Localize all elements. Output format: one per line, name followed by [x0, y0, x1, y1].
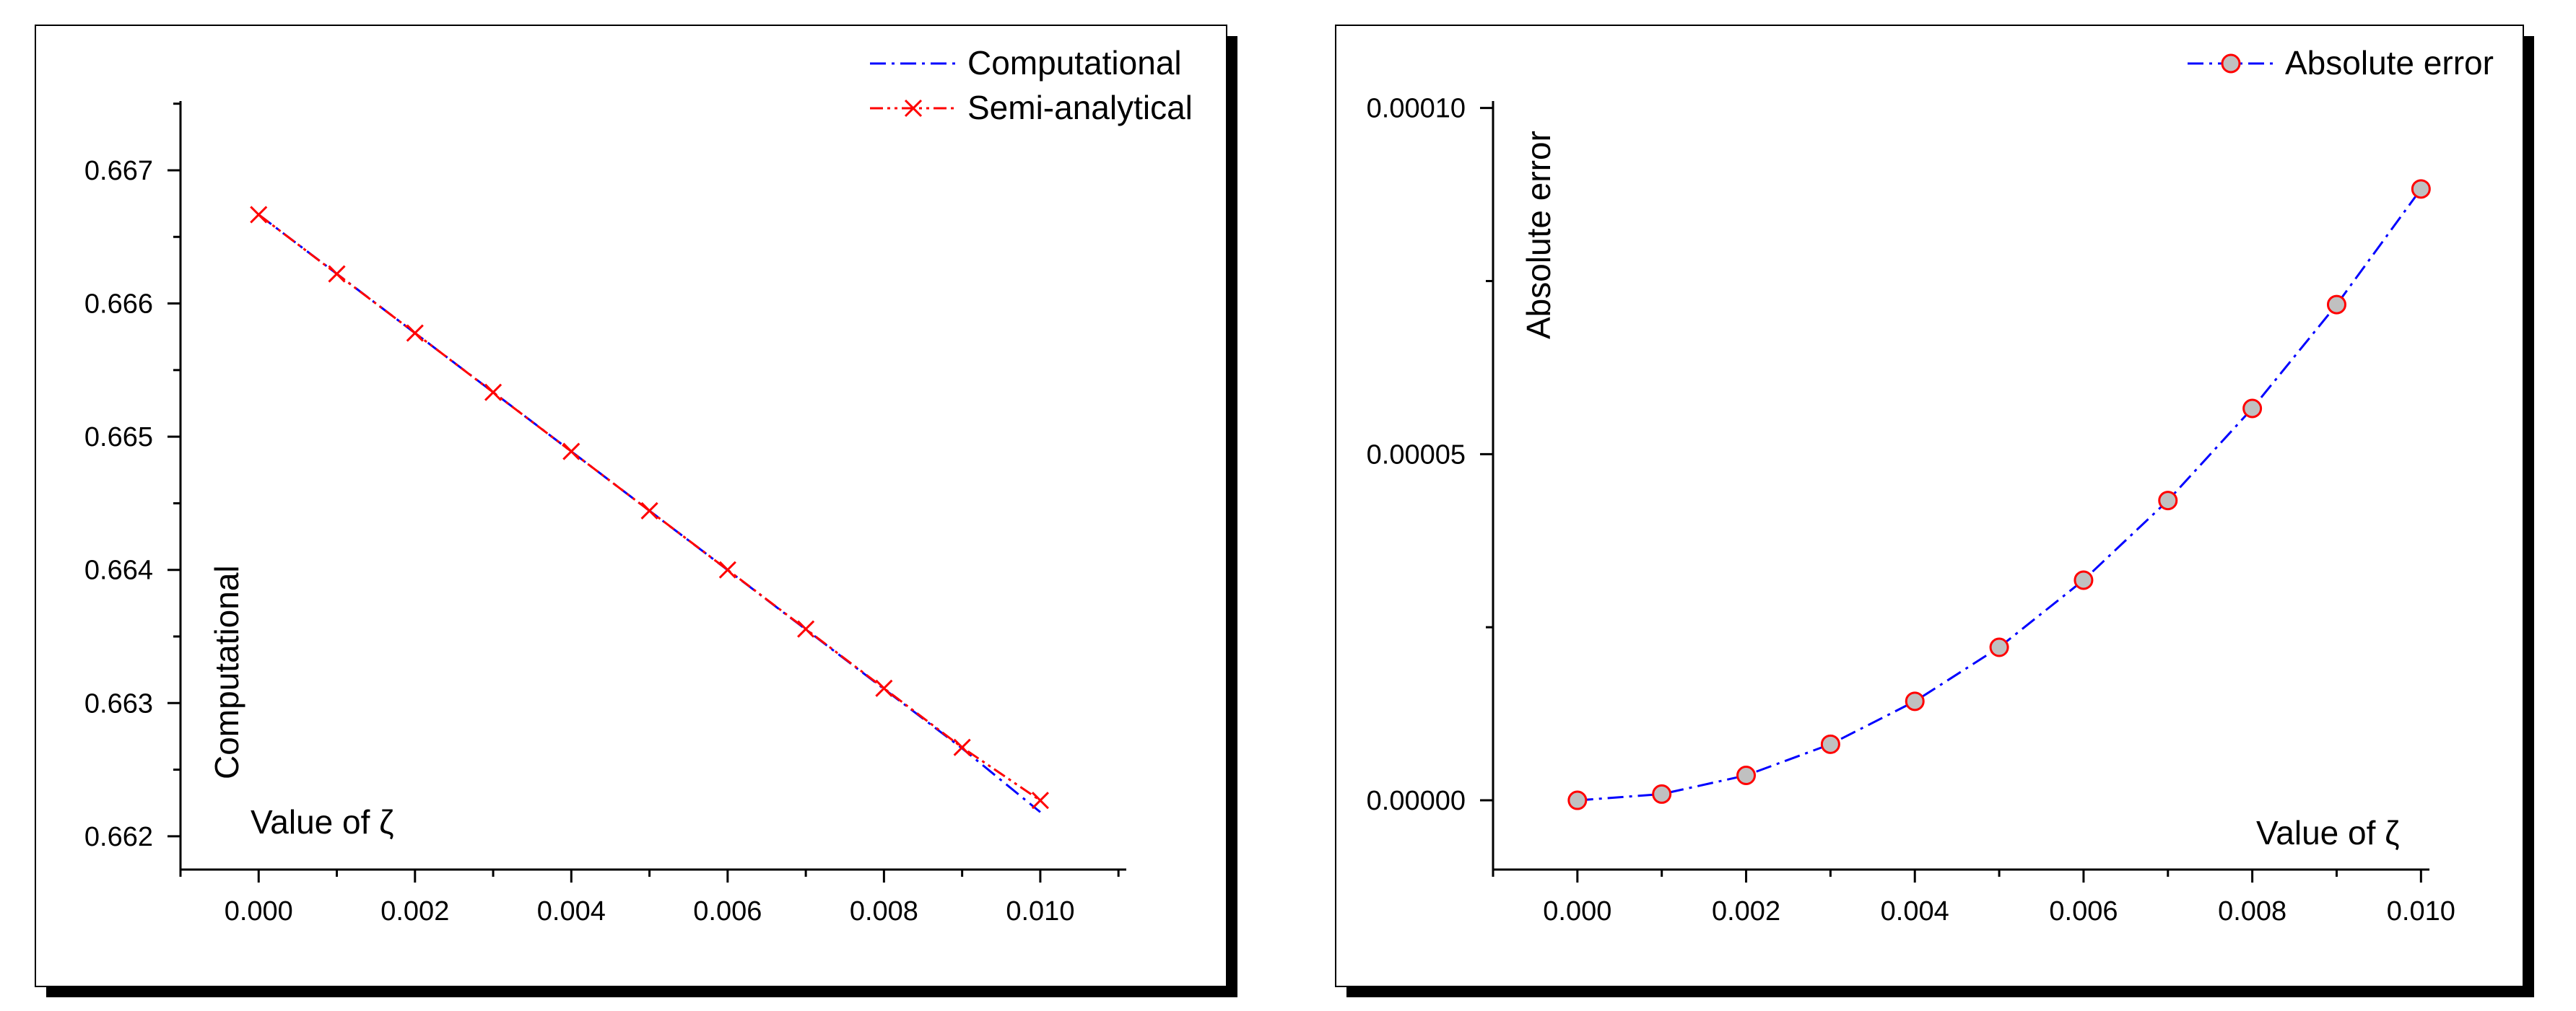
left-y-tick-label: 0.664 — [84, 556, 153, 586]
left-y-tick-label: 0.663 — [84, 688, 153, 719]
legend-item-semi-analytical: Semi-analytical — [870, 89, 1193, 126]
right-series — [1567, 179, 2431, 810]
right-y-tick-label: 0.00000 — [1367, 786, 1466, 816]
right-axis-ticks: 0.000 0.002 0.004 0.006 0.008 0.010 0.00000 0.0… — [1367, 94, 2455, 927]
left-y-tick-label: 0.666 — [84, 289, 153, 320]
data-point-semi-analytical — [484, 383, 502, 401]
data-point-absolute-error — [1736, 766, 1757, 786]
legend-label-semi-analytical: Semi-analytical — [967, 89, 1193, 126]
legend-label-computational: Computational — [967, 44, 1182, 82]
legend-x-mark-stroke-b — [904, 99, 923, 118]
right-panel-frame — [1335, 25, 2524, 987]
data-point-absolute-error — [2242, 398, 2263, 419]
right-y-tick-label: 0.00005 — [1367, 439, 1466, 470]
legend-item-computational: Computational — [870, 44, 1182, 82]
left-x-tick-label: 0.000 — [225, 896, 293, 927]
data-point-semi-analytical — [875, 679, 893, 697]
data-point-semi-analytical-stroke-b — [640, 502, 658, 520]
data-point-semi-analytical — [328, 265, 346, 283]
right-panel: 0.000 0.002 0.004 0.006 0.008 0.010 0.00000 0.0… — [1335, 25, 2534, 997]
left-y-tick-label: 0.665 — [84, 422, 153, 452]
legend-label-absolute-error: Absolute error — [2285, 44, 2494, 82]
data-point-semi-analytical-stroke-b — [328, 265, 346, 283]
right-y-tick-label: 0.00010 — [1367, 94, 1466, 124]
data-point-absolute-error — [1652, 784, 1672, 804]
left-plot-area: 0.000 0.002 0.004 0.006 0.008 0.010 0.662 0.663… — [84, 101, 1126, 927]
data-point-absolute-error — [1905, 691, 1925, 712]
right-plot-area: 0.000 0.002 0.004 0.006 0.008 0.010 0.00000 0.0… — [1367, 94, 2455, 927]
right-y-axis-title: Absolute error — [1520, 131, 1557, 339]
data-point-semi-analytical — [797, 620, 815, 638]
legend-x-mark — [904, 99, 923, 118]
left-axis-ticks: 0.000 0.002 0.004 0.006 0.008 0.010 0.662 0.663… — [84, 102, 1120, 927]
data-point-absolute-error — [2074, 570, 2094, 590]
data-point-semi-analytical-stroke-b — [797, 620, 815, 638]
right-x-axis-title: Value of ζ — [2256, 814, 2399, 852]
data-point-semi-analytical-stroke-b — [406, 324, 424, 342]
left-panel: 0.000 0.002 0.004 0.006 0.008 0.010 0.662 0.663… — [35, 25, 1237, 997]
data-point-semi-analytical — [250, 206, 268, 224]
data-point-absolute-error — [2411, 179, 2431, 199]
data-point-semi-analytical-stroke-b — [875, 679, 893, 697]
data-point-absolute-error — [2326, 294, 2346, 315]
left-x-tick-label: 0.004 — [537, 896, 606, 927]
data-point-semi-analytical — [953, 738, 971, 756]
left-series — [250, 206, 1049, 813]
left-y-tick-label: 0.662 — [84, 822, 153, 852]
data-point-semi-analytical-stroke-b — [484, 383, 502, 401]
data-point-absolute-error — [1567, 790, 1588, 810]
data-point-semi-analytical-stroke-b — [718, 561, 736, 579]
left-x-tick-label: 0.002 — [380, 896, 449, 927]
right-x-tick-label: 0.008 — [2218, 896, 2286, 927]
data-point-absolute-error — [1989, 637, 2009, 657]
data-point-semi-analytical — [406, 324, 424, 342]
left-legend: Computational Semi-analytical — [870, 44, 1193, 126]
left-y-tick-label: 0.667 — [84, 156, 153, 186]
data-point-absolute-error — [2158, 491, 2178, 511]
right-legend: Absolute error — [2188, 44, 2494, 82]
data-point-semi-analytical — [718, 561, 736, 579]
data-point-semi-analytical-stroke-b — [250, 206, 268, 224]
legend-marker-x — [904, 99, 923, 118]
data-point-semi-analytical-stroke-b — [562, 442, 580, 460]
data-point-absolute-error — [1820, 734, 1840, 754]
right-x-tick-label: 0.000 — [1543, 896, 1611, 927]
right-x-tick-label: 0.010 — [2387, 896, 2455, 927]
right-x-tick-label: 0.002 — [1712, 896, 1780, 927]
right-x-tick-label: 0.006 — [2049, 896, 2118, 927]
left-y-axis-title: Computational — [208, 565, 245, 779]
data-point-semi-analytical — [1031, 792, 1049, 810]
series-line-semi-analytical — [258, 214, 1041, 802]
left-x-tick-label: 0.008 — [850, 896, 918, 927]
data-point-semi-analytical — [562, 442, 580, 460]
legend-marker-circle — [2221, 53, 2241, 74]
left-panel-frame — [35, 25, 1227, 987]
data-point-semi-analytical-stroke-b — [1031, 792, 1049, 810]
left-x-tick-label: 0.010 — [1006, 896, 1074, 927]
data-point-semi-analytical — [640, 502, 658, 520]
right-x-tick-label: 0.004 — [1881, 896, 1949, 927]
left-x-axis-title: Value of ζ — [251, 803, 393, 841]
left-x-tick-label: 0.006 — [693, 896, 762, 927]
data-point-semi-analytical-stroke-b — [953, 738, 971, 756]
